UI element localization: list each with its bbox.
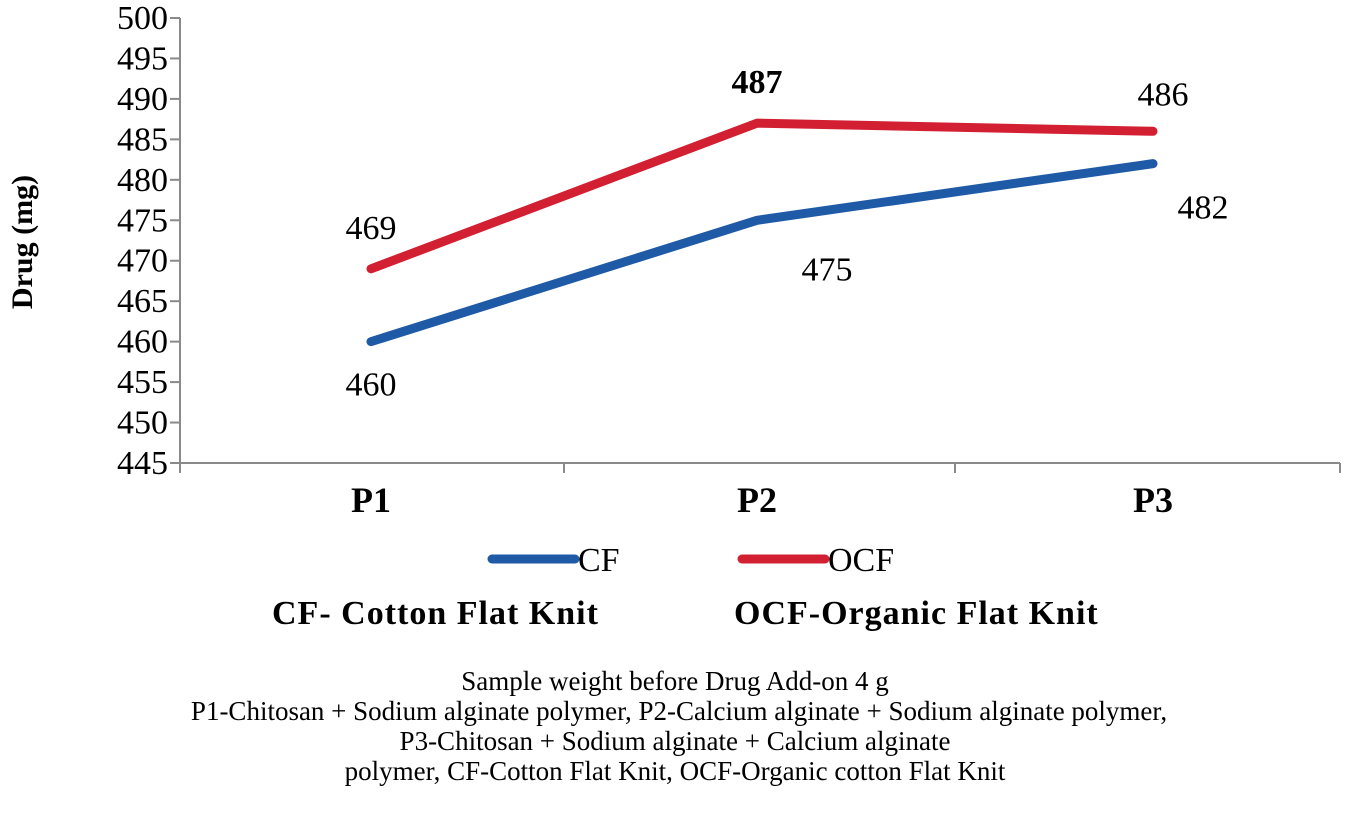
caption-line-3: P3-Chitosan + Sodium alginate + Calcium … xyxy=(399,726,951,756)
x-axis: P1 P2 P3 xyxy=(179,462,1341,520)
y-tick-label: 465 xyxy=(117,283,168,320)
y-tick-label: 445 xyxy=(117,445,168,482)
y-tick-label: 495 xyxy=(117,40,168,77)
x-tick-label-p1: P1 xyxy=(351,480,391,520)
y-tick-label: 460 xyxy=(117,324,168,361)
y-tick-label: 480 xyxy=(117,162,168,199)
caption-line-1: Sample weight before Drug Add-on 4 g xyxy=(461,666,889,696)
data-label-cf-p2: 475 xyxy=(802,251,853,288)
key-cf: CF- Cotton Flat Knit xyxy=(272,595,599,632)
series-line-cf xyxy=(366,159,1158,347)
data-label-ocf-p1: 469 xyxy=(346,210,397,247)
y-tick-label: 455 xyxy=(117,364,168,401)
x-tick-label-p3: P3 xyxy=(1133,480,1173,520)
data-label-cf-p1: 460 xyxy=(346,367,397,404)
data-label-ocf-p2: 487 xyxy=(732,64,783,101)
caption-line-2: P1-Chitosan + Sodium alginate polymer, P… xyxy=(190,696,1168,726)
series-line-ocf xyxy=(366,118,1158,274)
legend: CF OCF xyxy=(487,542,894,579)
y-tick-label: 475 xyxy=(117,202,168,239)
caption-line-4: polymer, CF-Cotton Flat Knit, OCF-Organi… xyxy=(344,756,1006,786)
legend-label-ocf: OCF xyxy=(828,542,894,579)
key-ocf: OCF-Organic Flat Knit xyxy=(734,595,1099,632)
y-tick-label: 490 xyxy=(117,81,168,118)
y-tick-label: 450 xyxy=(117,405,168,442)
y-axis-label: Drug (mg) xyxy=(6,175,39,309)
legend-label-cf: CF xyxy=(578,542,620,579)
y-tick-label: 500 xyxy=(117,0,168,37)
series-lines xyxy=(366,118,1158,347)
data-label-ocf-p3: 486 xyxy=(1138,76,1189,113)
y-tick-label: 485 xyxy=(117,121,168,158)
y-tick-label: 470 xyxy=(117,243,168,280)
figure-caption: Sample weight before Drug Add-on 4 g P1-… xyxy=(0,666,1350,786)
x-tick-label-p2: P2 xyxy=(737,480,777,520)
data-label-cf-p3: 482 xyxy=(1178,190,1229,227)
data-labels: 460 475 482 469 487 486 xyxy=(346,64,1229,403)
